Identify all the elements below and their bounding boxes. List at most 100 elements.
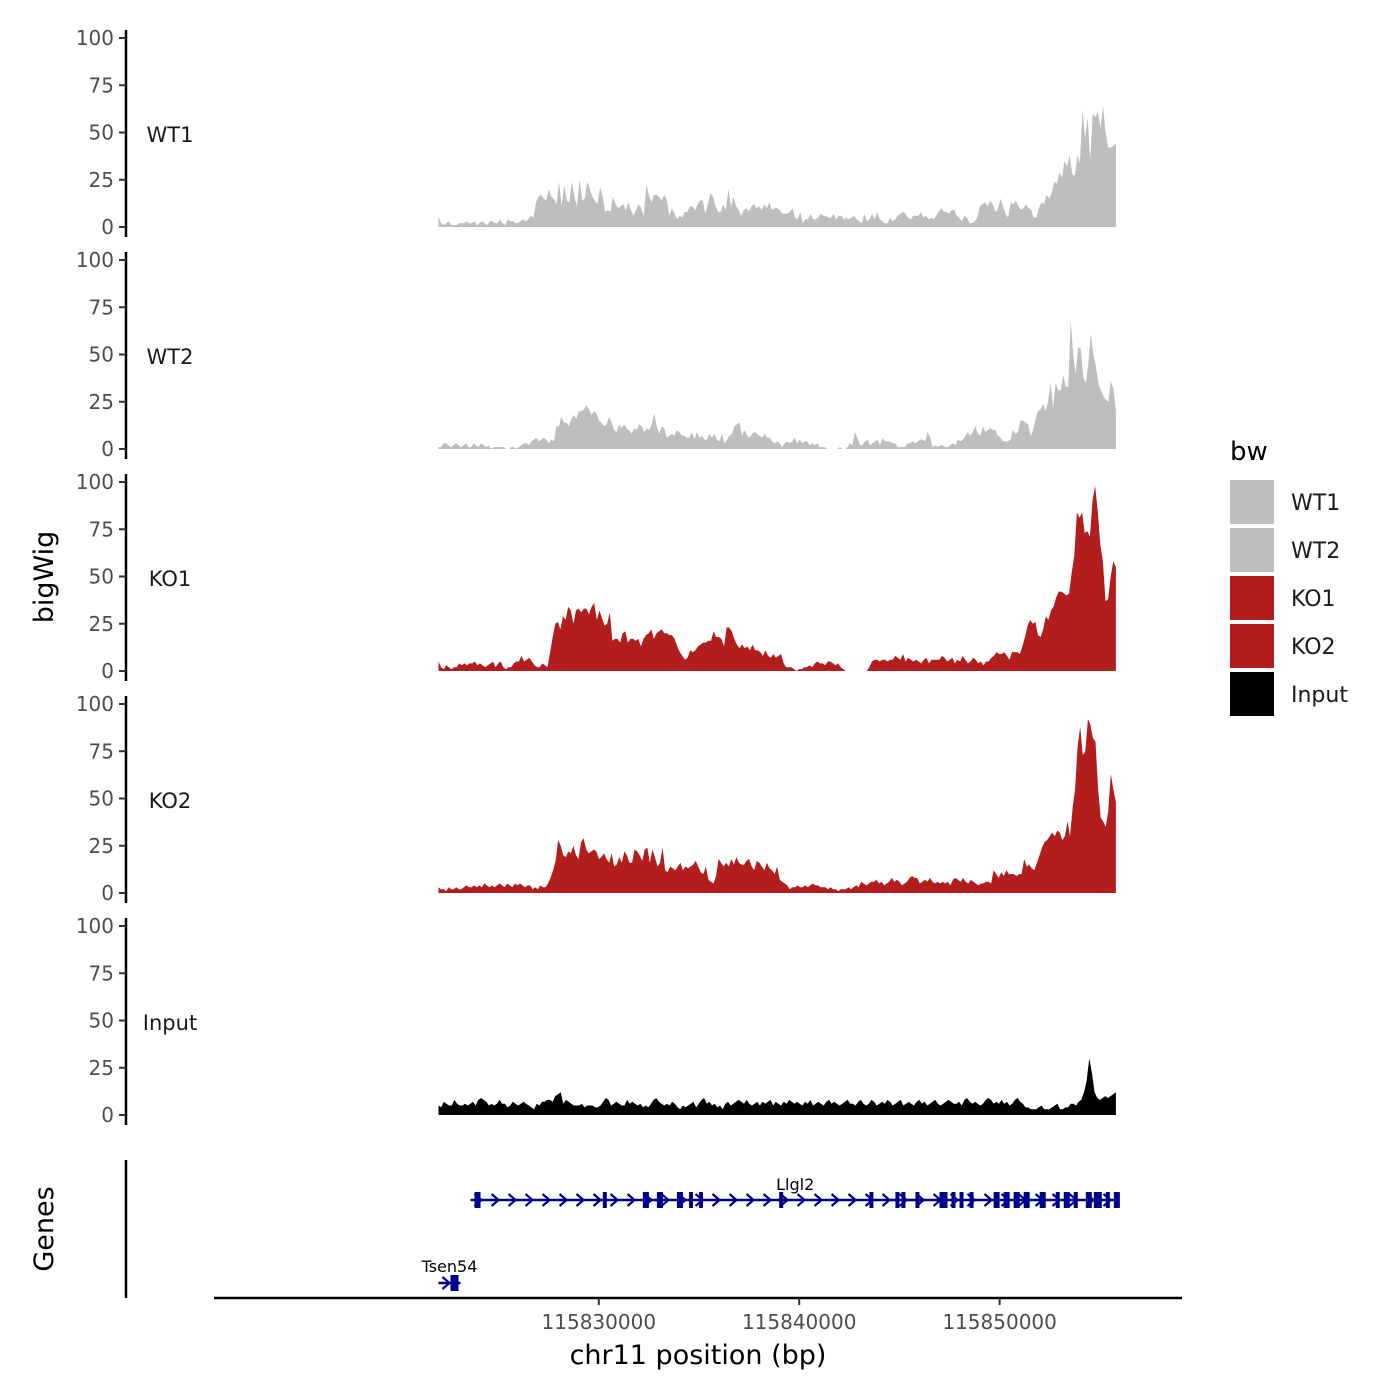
gene-label: Llgl2 <box>776 1175 814 1194</box>
track-ko2: 0 25 50 75 100 KO2 <box>76 692 1116 905</box>
strand-arrow <box>660 1193 671 1207</box>
gene-track: Llgl2 Tsen54 <box>124 1160 1120 1298</box>
exon <box>779 1192 784 1208</box>
exon <box>688 1192 693 1208</box>
exon <box>895 1192 900 1208</box>
strand-arrow <box>983 1193 994 1207</box>
exon <box>901 1192 906 1208</box>
exon <box>915 1192 920 1208</box>
exon <box>1013 1192 1020 1208</box>
exon <box>939 1192 948 1208</box>
y-tick-label: 0 <box>101 659 114 683</box>
exon <box>1003 1192 1010 1208</box>
y-tick-label: 25 <box>89 612 114 636</box>
y-tick-label: 75 <box>89 73 114 97</box>
y-tick-label: 100 <box>76 692 114 716</box>
track-input: 0 25 50 75 100 Input <box>76 914 1116 1127</box>
legend-label: WT2 <box>1291 539 1340 564</box>
exon <box>1113 1192 1120 1208</box>
x-tick-label: 115840000 <box>742 1310 857 1334</box>
bigwig-tracks: 0 25 50 75 100 WT1 0 25 50 75 100 WT2 0 25 50 75 100 KO1 0… <box>76 26 1116 1127</box>
y-tick-label: 75 <box>89 517 114 541</box>
legend-key-ko2 <box>1230 624 1274 668</box>
x-axis: 115830000 115840000 115850000 <box>214 1296 1182 1334</box>
strand-arrow <box>813 1193 824 1207</box>
track-ko1: 0 25 50 75 100 KO1 <box>76 470 1116 683</box>
strand-arrow <box>711 1193 722 1207</box>
exon <box>474 1192 481 1208</box>
y-tick-label: 50 <box>89 121 114 145</box>
exon <box>656 1192 663 1208</box>
exon <box>676 1192 683 1208</box>
legend-key-ko1 <box>1230 576 1274 620</box>
gene-llgl2: Llgl2 <box>470 1175 1120 1208</box>
strand-arrow <box>626 1193 637 1207</box>
x-axis-title: chr11 position (bp) <box>570 1340 827 1371</box>
gene-tsen54: Tsen54 <box>421 1257 477 1291</box>
y-tick-label: 0 <box>101 215 114 239</box>
strand-arrow <box>847 1193 858 1207</box>
strand-arrow <box>524 1193 535 1207</box>
y-tick-label: 100 <box>76 26 114 50</box>
area-wt2 <box>438 320 1116 449</box>
y-tick-label: 100 <box>76 914 114 938</box>
track-label: WT1 <box>147 123 194 147</box>
y-tick-label: 25 <box>89 834 114 858</box>
legend-label: KO1 <box>1291 587 1336 612</box>
strand-arrow <box>609 1193 620 1207</box>
strand-arrow <box>762 1193 773 1207</box>
y-tick-label: 25 <box>89 390 114 414</box>
strand-arrow <box>796 1193 807 1207</box>
legend-key-wt2 <box>1230 528 1274 572</box>
area-ko1 <box>438 485 1116 671</box>
y-tick-label: 50 <box>89 787 114 811</box>
strand-arrow <box>728 1193 739 1207</box>
exon <box>642 1192 649 1208</box>
y-tick-label: 100 <box>76 248 114 272</box>
exon <box>951 1192 956 1208</box>
exon <box>869 1192 874 1208</box>
exon <box>1055 1192 1060 1208</box>
exon <box>602 1192 607 1208</box>
strand-arrow <box>575 1193 586 1207</box>
y-tick-label: 25 <box>89 1056 114 1080</box>
y-tick-label: 75 <box>89 739 114 763</box>
strand-arrow <box>441 1276 452 1290</box>
gene-panel-title: Genes <box>29 1186 60 1271</box>
exon <box>969 1192 974 1208</box>
track-label: KO2 <box>149 789 192 813</box>
legend-label: WT1 <box>1291 491 1340 516</box>
legend-key-wt1 <box>1230 480 1274 524</box>
y-tick-label: 25 <box>89 168 114 192</box>
y-tick-label: 50 <box>89 565 114 589</box>
exon <box>959 1192 964 1208</box>
y-tick-label: 0 <box>101 881 114 905</box>
y-tick-label: 0 <box>101 1103 114 1127</box>
strand-arrow <box>881 1193 892 1207</box>
y-tick-label: 50 <box>89 1009 114 1033</box>
track-wt1: 0 25 50 75 100 WT1 <box>76 26 1116 239</box>
strand-arrow <box>592 1193 603 1207</box>
legend-label: KO2 <box>1291 635 1336 660</box>
strand-arrow <box>541 1193 552 1207</box>
y-tick-label: 75 <box>89 961 114 985</box>
legend-label: Input <box>1291 683 1348 708</box>
exon <box>1063 1192 1070 1208</box>
area-wt1 <box>438 106 1116 227</box>
y-tick-label: 75 <box>89 295 114 319</box>
y-axis-title: bigWig <box>29 531 60 624</box>
strand-arrow <box>490 1193 501 1207</box>
track-label: Input <box>143 1011 197 1035</box>
track-wt2: 0 25 50 75 100 WT2 <box>76 248 1116 461</box>
legend: bw WT1 WT2 KO1 KO2 Input <box>1230 437 1348 716</box>
exon <box>1093 1192 1102 1208</box>
track-label: KO1 <box>149 567 192 591</box>
exon <box>1039 1192 1046 1208</box>
x-tick-label: 115830000 <box>542 1310 657 1334</box>
exon <box>1085 1192 1092 1208</box>
track-label: WT2 <box>147 345 194 369</box>
exon <box>1105 1192 1110 1208</box>
strand-arrow <box>830 1193 841 1207</box>
exon <box>1073 1192 1078 1208</box>
